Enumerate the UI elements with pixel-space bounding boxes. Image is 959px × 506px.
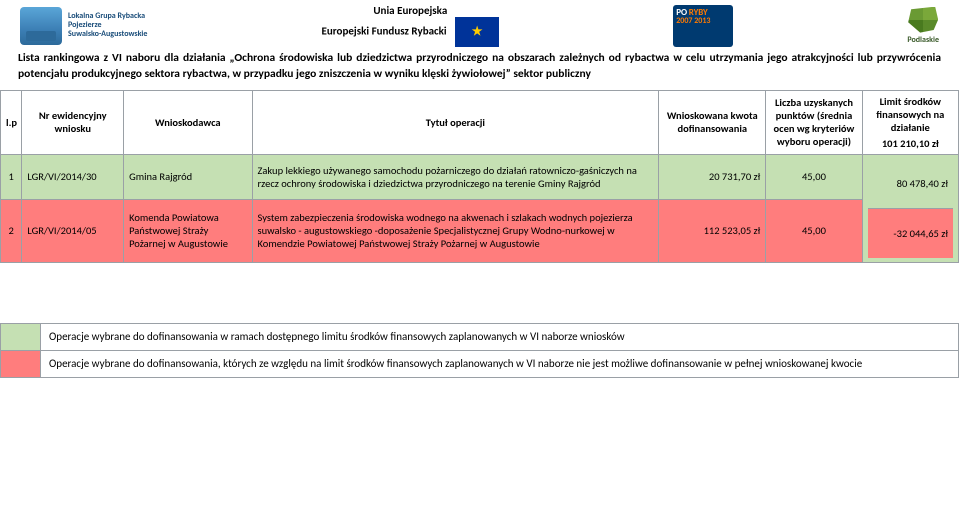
cell-punkty: 45,00	[766, 200, 862, 262]
legend: Operacje wybrane do dofinansowania w ram…	[0, 323, 959, 379]
cell-lp: 2	[1, 200, 22, 262]
table-row: 1 LGR/VI/2014/30 Gmina Rajgród Zakup lek…	[1, 154, 959, 200]
th-wnioskodawca: Wnioskodawca	[124, 91, 252, 155]
th-tytul: Tytuł operacji	[252, 91, 659, 155]
cell-wnioskodawca: Gmina Rajgród	[124, 154, 252, 200]
eu-line1: Unia Europejska	[373, 4, 447, 17]
cell-kwota: 112 523,05 zł	[659, 200, 766, 262]
cell-nr: LGR/VI/2014/05	[22, 200, 124, 262]
legend-swatch-red	[1, 351, 41, 377]
th-limit-val: 101 210,10 zł	[882, 137, 939, 150]
limit-remaining-1: -32 044,65 zł	[868, 209, 953, 258]
legend-text-red: Operacje wybrane do dofinansowania, któr…	[41, 351, 958, 377]
legend-swatch-green	[1, 324, 41, 350]
cell-punkty: 45,00	[766, 154, 862, 200]
cell-tytul: System zabezpieczenia środowiska wodnego…	[252, 200, 659, 262]
legend-text-green: Operacje wybrane do dofinansowania w ram…	[41, 324, 958, 350]
eu-line2: Europejski Fundusz Rybacki	[322, 25, 447, 38]
po-ryby-logo: PO RYBY 2007 2013	[673, 5, 733, 47]
page-title: Lista rankingowa z VI naboru dla działan…	[0, 49, 959, 90]
header-center: Unia Europejska Europejski Fundusz Rybac…	[322, 4, 500, 47]
ryby-years: 2007 2013	[676, 16, 710, 26]
podlaskie-label: Podlaskie	[907, 35, 939, 45]
ranking-table: l.p Nr ewidencyjny wniosku Wnioskodawca …	[0, 90, 959, 263]
th-punkty: Liczba uzyskanych punktów (średnia ocen …	[766, 91, 862, 155]
header-band: Lokalna Grupa Rybacka Pojezierze Suwalsk…	[0, 0, 959, 49]
podlaskie-shape-icon	[908, 7, 938, 33]
limit-remaining-0: 80 478,40 zł	[868, 159, 953, 209]
table-header-row: l.p Nr ewidencyjny wniosku Wnioskodawca …	[1, 91, 959, 155]
legend-row-red: Operacje wybrane do dofinansowania, któr…	[1, 351, 958, 377]
cell-tytul: Zakup lekkiego używanego samochodu pożar…	[252, 154, 659, 200]
cell-nr: LGR/VI/2014/30	[22, 154, 124, 200]
legend-row-green: Operacje wybrane do dofinansowania w ram…	[1, 324, 958, 351]
th-nr: Nr ewidencyjny wniosku	[22, 91, 124, 155]
lgr-logo: Lokalna Grupa Rybacka Pojezierze Suwalsk…	[20, 7, 147, 45]
table-row: 2 LGR/VI/2014/05 Komenda Powiatowa Państ…	[1, 200, 959, 262]
lgr-text: Lokalna Grupa Rybacka Pojezierze Suwalsk…	[68, 12, 147, 38]
lgr-badge-icon	[20, 7, 62, 45]
cell-limit: 80 478,40 zł -32 044,65 zł	[862, 154, 958, 262]
th-lp: l.p	[1, 91, 22, 155]
eu-flag-icon: ★	[455, 17, 499, 47]
th-limit: Limit środków finansowych na działanie 1…	[862, 91, 958, 155]
cell-wnioskodawca: Komenda Powiatowa Państwowej Straży Poża…	[124, 200, 252, 262]
th-kwota: Wnioskowana kwota dofinansowania	[659, 91, 766, 155]
podlaskie-logo: Podlaskie	[907, 7, 939, 45]
cell-lp: 1	[1, 154, 22, 200]
cell-kwota: 20 731,70 zł	[659, 154, 766, 200]
lgr-line3: Suwalsko-Augustowskie	[68, 30, 147, 39]
th-limit-top: Limit środków finansowych na działanie	[868, 95, 953, 134]
